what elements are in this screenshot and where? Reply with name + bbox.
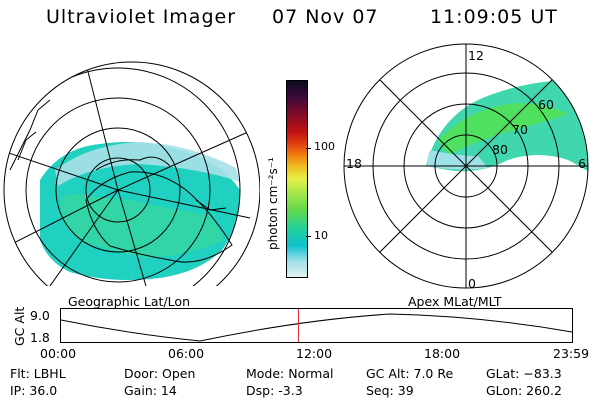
altitude-x-tick: 12:00 xyxy=(296,346,333,361)
altitude-x-tick: 06:00 xyxy=(168,346,205,361)
apex-lat-label: 60 xyxy=(538,97,554,112)
apex-mlt-label: 0 xyxy=(468,276,476,291)
gain-info: Gain: 14 xyxy=(124,383,177,398)
filter-info: Flt: LBHL xyxy=(10,366,66,381)
altitude-y-tick: 9.0 xyxy=(30,308,50,323)
colorbar-tick-100 xyxy=(306,148,311,149)
colorbar-tick-label: 100 xyxy=(314,140,335,153)
altitude-axis-label: GC Alt xyxy=(12,306,27,346)
mode-info: Mode: Normal xyxy=(246,366,334,381)
altitude-plot xyxy=(60,308,573,343)
gc-alt-info: GC Alt: 7.0 Re xyxy=(366,366,454,381)
time-label: 11:09:05 UT xyxy=(430,6,558,28)
colorbar-tick-label: 10 xyxy=(314,229,328,242)
glon-info: GLon: 260.2 xyxy=(486,383,562,398)
altitude-x-tick: 00:00 xyxy=(40,346,77,361)
altitude-x-tick: 18:00 xyxy=(424,346,461,361)
geographic-map xyxy=(3,61,260,286)
geographic-map-label: Geographic Lat/Lon xyxy=(68,294,190,309)
instrument-title: Ultraviolet Imager xyxy=(46,6,237,28)
colorbar-units-label: photon cm⁻²s⁻¹ xyxy=(266,157,280,250)
apex-mlt-label: 6 xyxy=(578,156,586,171)
apex-lat-label: 70 xyxy=(512,122,528,137)
apex-map-label: Apex MLat/MLT xyxy=(408,294,502,309)
seq-info: Seq: 39 xyxy=(366,383,414,398)
ip-info: IP: 36.0 xyxy=(10,383,58,398)
date-label: 07 Nov 07 xyxy=(272,6,379,28)
apex-lat-label: 80 xyxy=(492,142,508,157)
colorbar xyxy=(286,80,308,278)
colorbar-tick-10 xyxy=(306,236,311,237)
dsp-info: Dsp: -3.3 xyxy=(246,383,303,398)
glat-info: GLat: −83.3 xyxy=(486,366,562,381)
apex-mlt-label: 12 xyxy=(468,48,484,63)
altitude-y-tick: 1.8 xyxy=(30,330,50,345)
apex-mlt-label: 18 xyxy=(346,156,362,171)
door-info: Door: Open xyxy=(124,366,196,381)
apex-polar-map xyxy=(343,43,589,289)
altitude-x-tick: 23:59 xyxy=(553,346,590,361)
